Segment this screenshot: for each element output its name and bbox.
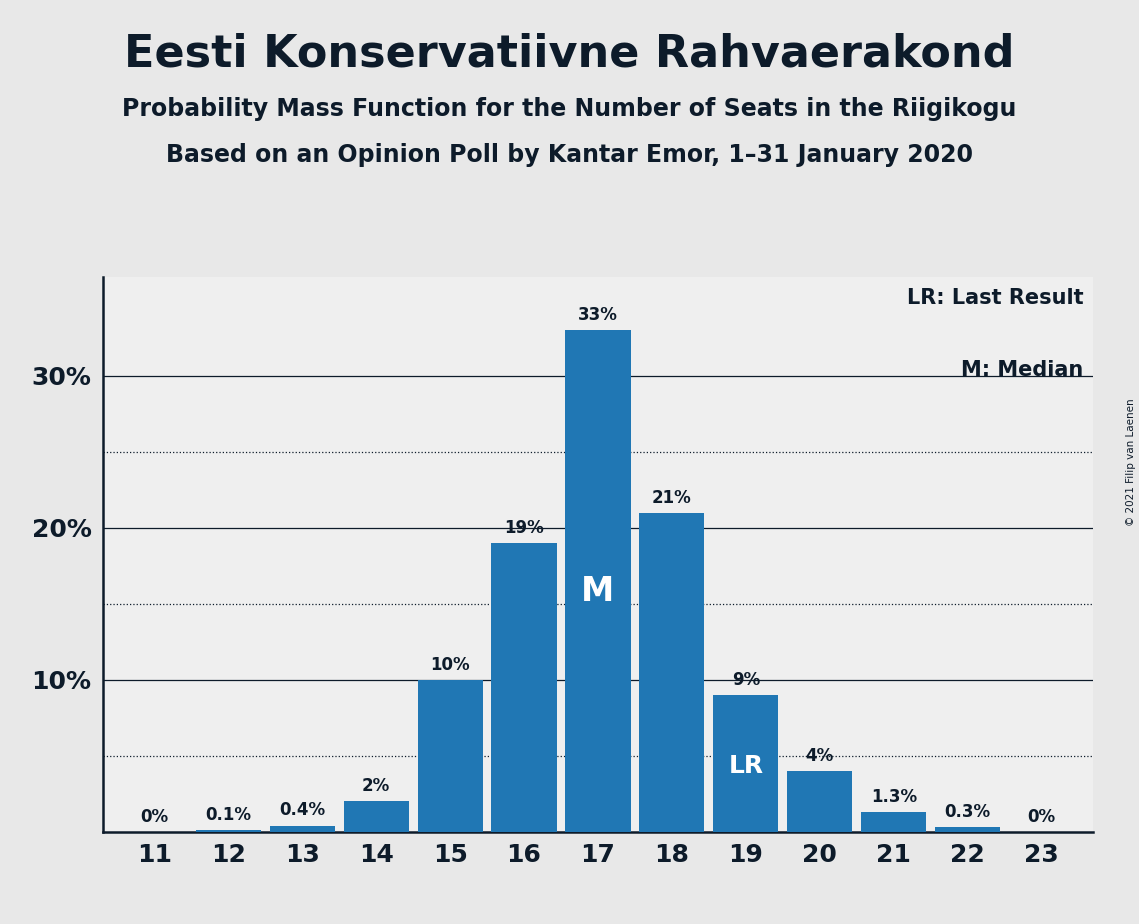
Text: © 2021 Filip van Laenen: © 2021 Filip van Laenen [1126,398,1136,526]
Bar [713,695,778,832]
Text: 0.4%: 0.4% [279,801,326,820]
Text: 33%: 33% [577,306,618,324]
Text: 1.3%: 1.3% [870,788,917,806]
Text: 21%: 21% [652,489,691,506]
Text: 19%: 19% [505,519,544,537]
Bar [196,830,261,832]
Text: 4%: 4% [805,747,834,765]
Text: M: Median: M: Median [961,360,1083,381]
Text: Based on an Opinion Poll by Kantar Emor, 1–31 January 2020: Based on an Opinion Poll by Kantar Emor,… [166,143,973,167]
Text: 0.1%: 0.1% [205,806,252,824]
Text: LR: LR [728,754,763,778]
Bar [270,825,335,832]
Bar [935,827,1000,832]
Bar [344,801,409,832]
Bar [492,543,557,832]
Text: 0%: 0% [140,808,169,825]
Bar [565,331,631,832]
Bar [861,812,926,832]
Text: 0.3%: 0.3% [944,803,991,821]
Text: 10%: 10% [431,656,470,674]
Text: Probability Mass Function for the Number of Seats in the Riigikogu: Probability Mass Function for the Number… [122,97,1017,121]
Text: M: M [581,575,615,607]
Text: 0%: 0% [1027,808,1056,825]
Text: LR: Last Result: LR: Last Result [907,288,1083,309]
Bar [639,513,704,832]
Text: 9%: 9% [731,671,760,688]
Text: 2%: 2% [362,777,391,796]
Text: Eesti Konservatiivne Rahvaerakond: Eesti Konservatiivne Rahvaerakond [124,32,1015,76]
Bar [418,680,483,832]
Bar [787,771,852,832]
